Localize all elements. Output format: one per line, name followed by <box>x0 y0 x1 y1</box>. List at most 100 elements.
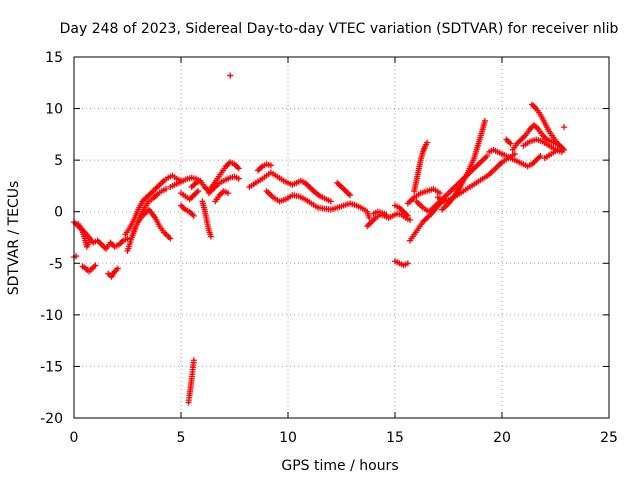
data-point <box>531 158 538 165</box>
data-point <box>256 166 263 173</box>
data-point <box>188 183 195 190</box>
data-point <box>156 181 163 188</box>
data-point <box>307 185 314 192</box>
grid-lines <box>74 57 609 418</box>
data-point <box>533 124 540 131</box>
data-point <box>515 139 522 146</box>
data-point <box>519 135 526 142</box>
data-point <box>167 235 174 242</box>
data-point <box>163 186 170 193</box>
data-point <box>422 216 429 223</box>
data-point <box>150 187 157 194</box>
data-point <box>537 153 544 160</box>
data-point <box>528 101 535 108</box>
data-point <box>195 188 202 195</box>
data-point <box>531 104 538 111</box>
data-point <box>532 123 539 130</box>
data-point <box>484 153 491 160</box>
data-point <box>365 221 372 228</box>
x-tick-label: 15 <box>386 430 404 446</box>
data-point <box>481 117 488 124</box>
data-point <box>100 243 107 250</box>
data-point <box>339 185 346 192</box>
data-point <box>225 190 232 197</box>
data-point <box>344 189 351 196</box>
data-point <box>208 187 215 194</box>
y-axis-label: SDTVAR / TECUs <box>6 181 22 296</box>
data-point <box>211 184 218 191</box>
data-point <box>158 180 165 187</box>
x-tick-label: 0 <box>70 430 79 446</box>
data-point <box>190 192 197 199</box>
data-point <box>101 244 108 251</box>
data-point <box>518 136 525 143</box>
data-point <box>189 193 196 200</box>
data-point <box>531 122 538 129</box>
data-point <box>345 190 352 197</box>
data-point <box>554 146 561 153</box>
x-tick-label: 25 <box>600 430 618 446</box>
y-tick-label: -10 <box>40 308 63 324</box>
data-point <box>178 202 184 209</box>
data-point <box>507 140 514 147</box>
data-point <box>503 136 510 143</box>
axis-ticks <box>73 56 610 419</box>
data-point <box>404 212 411 219</box>
data-point <box>190 182 197 189</box>
data-point <box>371 216 378 223</box>
data-point <box>92 262 99 269</box>
data-point <box>337 182 344 189</box>
data-point <box>534 155 541 162</box>
x-tick-label: 5 <box>177 430 186 446</box>
y-tick-label: 10 <box>45 102 63 118</box>
data-point <box>511 150 518 157</box>
data-point <box>235 165 242 172</box>
data-point <box>212 183 219 190</box>
y-tick-labels: -20 -15 -10 -5 0 5 10 15 <box>40 50 63 427</box>
data-point <box>347 192 354 199</box>
data-point <box>267 162 274 169</box>
data-point <box>366 214 373 221</box>
plot-frame <box>73 56 610 419</box>
x-tick-label: 10 <box>279 430 297 446</box>
data-point <box>558 148 565 155</box>
data-point <box>506 139 513 146</box>
data-point <box>421 217 428 224</box>
data-point <box>404 260 411 267</box>
data-point <box>202 185 209 192</box>
y-tick-label: -20 <box>40 411 63 427</box>
data-point <box>192 190 199 197</box>
data-point <box>152 186 159 193</box>
data-point <box>179 203 186 210</box>
data-point <box>399 207 406 214</box>
data-point <box>536 154 543 161</box>
data-point <box>306 183 313 190</box>
data-point <box>114 265 121 272</box>
data-point <box>425 213 432 220</box>
data-point <box>185 399 192 406</box>
y-tick-label: -15 <box>40 359 63 375</box>
data-point <box>207 233 214 240</box>
data-point <box>369 217 376 224</box>
data-point <box>95 238 102 245</box>
data-point <box>424 214 431 221</box>
data-point <box>85 239 92 246</box>
y-tick-label: 15 <box>45 50 63 66</box>
y-tick-label: -5 <box>49 256 63 272</box>
x-tick-labels: 0 5 10 15 20 25 <box>70 430 618 446</box>
data-point <box>153 184 160 191</box>
data-point <box>255 167 262 174</box>
data-point <box>159 179 166 186</box>
data-series-sdtvar <box>71 72 568 406</box>
x-tick-label: 20 <box>493 430 511 446</box>
data-point <box>504 137 511 144</box>
data-point <box>341 186 348 193</box>
data-point <box>521 133 528 140</box>
data-point <box>528 124 535 131</box>
data-point <box>190 212 197 219</box>
data-point <box>383 211 390 218</box>
data-point <box>342 188 349 195</box>
data-point <box>364 223 371 230</box>
data-point <box>424 139 431 146</box>
